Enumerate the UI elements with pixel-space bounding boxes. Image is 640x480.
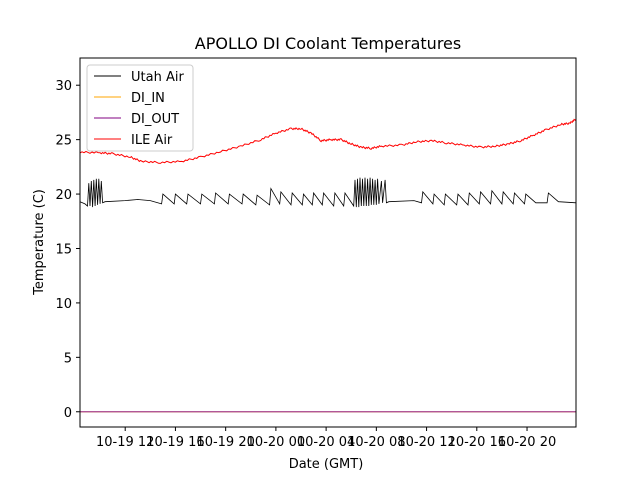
y-tick-label: 5 bbox=[64, 351, 72, 366]
x-tick-label: 10-19 12 bbox=[96, 435, 154, 450]
legend-label-di-out: DI_OUT bbox=[131, 112, 179, 127]
legend: Utah Air DI_IN DI_OUT ILE Air bbox=[86, 64, 194, 152]
legend-box bbox=[86, 64, 194, 152]
y-tick-label: 25 bbox=[55, 134, 72, 149]
x-tick-label: 10-20 16 bbox=[448, 435, 506, 450]
series-layer bbox=[79, 118, 577, 413]
y-tick-label: 20 bbox=[55, 188, 72, 203]
y-tick-label: 15 bbox=[55, 242, 72, 257]
x-tick-label: 10-20 00 bbox=[247, 435, 305, 450]
x-tick-label: 10-20 20 bbox=[498, 435, 556, 450]
x-tick-label: 10-19 20 bbox=[196, 435, 254, 450]
x-axis-label: Date (GMT) bbox=[289, 457, 364, 472]
y-axis: 0 5 10 15 20 25 30 bbox=[55, 79, 80, 421]
y-axis-label: Temperature (C) bbox=[32, 189, 47, 296]
legend-label-di-in: DI_IN bbox=[131, 91, 165, 106]
legend-label-ile-air: ILE Air bbox=[131, 133, 173, 148]
y-tick-label: 0 bbox=[64, 406, 72, 421]
x-tick-label: 10-20 08 bbox=[347, 435, 405, 450]
y-tick-label: 10 bbox=[55, 297, 72, 312]
chart-title: APOLLO DI Coolant Temperatures bbox=[195, 34, 461, 53]
plot-frame bbox=[79, 57, 577, 428]
x-tick-label: 10-20 12 bbox=[397, 435, 455, 450]
series-line-utah-air bbox=[79, 177, 577, 208]
x-tick-label: 10-19 16 bbox=[146, 435, 204, 450]
y-tick-label: 30 bbox=[55, 79, 72, 94]
legend-label-utah-air: Utah Air bbox=[131, 70, 184, 85]
x-tick-label: 10-20 04 bbox=[297, 435, 355, 450]
series-line-ile-air bbox=[79, 118, 577, 164]
